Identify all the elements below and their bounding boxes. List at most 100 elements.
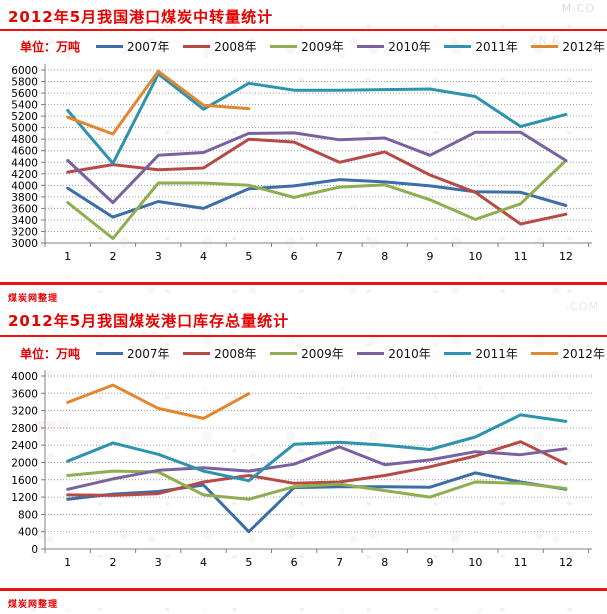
transfer-volume-line-chart: 3000320034003600380040004200440046004800…: [11, 64, 592, 263]
section-divider: [0, 282, 607, 285]
legend-item: 2007年: [96, 38, 170, 55]
svg-text:4800: 4800: [11, 134, 38, 146]
svg-text:4: 4: [200, 556, 207, 569]
source-note: 煤炭网整理: [8, 600, 59, 610]
svg-text:400: 400: [18, 527, 38, 539]
svg-text:3: 3: [155, 250, 162, 263]
inventory-chart-legend: 2007年 2008年 2009年 2010年 2011年 2012年: [96, 345, 605, 362]
svg-text:1600: 1600: [11, 475, 38, 487]
svg-text:3600: 3600: [11, 388, 38, 400]
source-note: 煤炭网整理: [8, 294, 59, 304]
legend-line-swatch: [270, 44, 298, 48]
legend-label: 2007年: [127, 346, 170, 361]
legend-line-swatch: [357, 44, 385, 48]
title-underline: [0, 335, 607, 337]
svg-text:11: 11: [514, 556, 528, 569]
svg-text:7: 7: [336, 250, 343, 263]
svg-text:11: 11: [514, 250, 528, 263]
svg-text:9: 9: [427, 556, 434, 569]
transfer-chart-legend-row: 单位：万吨 2007年 2008年 2009年 2010年 2011年 2012年: [20, 37, 605, 55]
svg-text:3800: 3800: [11, 192, 38, 204]
legend-line-swatch: [444, 44, 472, 48]
svg-text:4400: 4400: [11, 157, 38, 169]
svg-text:3: 3: [155, 556, 162, 569]
svg-text:7: 7: [336, 556, 343, 569]
legend-label: 2009年: [301, 346, 344, 361]
svg-text:4000: 4000: [11, 371, 38, 383]
watermark-text: .COM: [565, 300, 599, 313]
legend-item: 2012年: [531, 345, 605, 362]
svg-text:8: 8: [381, 556, 388, 569]
legend-label: 2011年: [475, 346, 518, 361]
svg-text:5: 5: [245, 250, 252, 263]
svg-text:2: 2: [109, 556, 116, 569]
legend-label: 2007年: [127, 39, 170, 54]
svg-text:12: 12: [559, 250, 573, 263]
svg-text:2: 2: [109, 250, 116, 263]
legend-label: 2008年: [214, 39, 257, 54]
legend-item: 2011年: [444, 38, 518, 55]
svg-text:800: 800: [18, 509, 38, 521]
svg-text:3000: 3000: [11, 238, 38, 250]
legend-line-swatch: [531, 351, 559, 355]
svg-text:5200: 5200: [11, 111, 38, 123]
legend-item: 2010年: [357, 345, 431, 362]
unit-label: 单位：万吨: [20, 346, 81, 361]
svg-text:5000: 5000: [11, 123, 38, 135]
legend-item: 2011年: [444, 345, 518, 362]
svg-text:12: 12: [559, 556, 573, 569]
inventory-line-chart: 0 400 800 1200 1600 2000 2400 2800 3200 3600 4000 1…: [11, 370, 592, 569]
transfer-chart-title: 2012年5月我国港口煤炭中转量统计: [8, 8, 274, 26]
legend-line-swatch: [183, 351, 211, 355]
svg-text:1: 1: [64, 556, 71, 569]
legend-label: 2009年: [301, 39, 344, 54]
svg-text:3600: 3600: [11, 203, 38, 215]
legend-item: 2010年: [357, 38, 431, 55]
svg-text:1: 1: [64, 250, 71, 263]
svg-text:9: 9: [427, 250, 434, 263]
legend-line-swatch: [444, 351, 472, 355]
svg-text:0: 0: [31, 544, 38, 556]
svg-text:10: 10: [468, 250, 482, 263]
legend-label: 2008年: [214, 346, 257, 361]
inventory-chart-legend-row: 单位：万吨 2007年 2008年 2009年 2010年 2011年 2012年: [20, 344, 605, 362]
svg-text:4000: 4000: [11, 180, 38, 192]
legend-line-swatch: [357, 351, 385, 355]
legend-label: 2010年: [388, 39, 431, 54]
legend-item: 2012年: [531, 38, 605, 55]
legend-label: 2012年: [562, 39, 605, 54]
legend-item: 2008年: [183, 38, 257, 55]
bottom-divider: [0, 588, 607, 591]
svg-text:2800: 2800: [11, 423, 38, 435]
legend-label: 2011年: [475, 39, 518, 54]
title-underline: [0, 29, 607, 31]
legend-item: 2008年: [183, 345, 257, 362]
legend-label: 2012年: [562, 346, 605, 361]
unit-label: 单位：万吨: [20, 39, 81, 54]
transfer-chart-legend: 2007年 2008年 2009年 2010年 2011年 2012年: [96, 38, 605, 55]
svg-text:4: 4: [200, 250, 207, 263]
svg-text:1200: 1200: [11, 492, 38, 504]
svg-text:5800: 5800: [11, 77, 38, 89]
svg-text:10: 10: [468, 556, 482, 569]
svg-text:6: 6: [291, 556, 298, 569]
svg-text:5400: 5400: [11, 100, 38, 112]
svg-text:5600: 5600: [11, 88, 38, 100]
legend-line-swatch: [96, 351, 124, 355]
svg-text:3400: 3400: [11, 215, 38, 227]
legend-line-swatch: [531, 44, 559, 48]
svg-text:2400: 2400: [11, 440, 38, 452]
svg-text:8: 8: [381, 250, 388, 263]
svg-text:2000: 2000: [11, 458, 38, 470]
legend-line-swatch: [96, 44, 124, 48]
svg-text:4600: 4600: [11, 146, 38, 158]
legend-label: 2010年: [388, 346, 431, 361]
watermark-text: M.CO: [561, 2, 595, 15]
svg-text:6000: 6000: [11, 65, 38, 77]
legend-line-swatch: [183, 44, 211, 48]
svg-text:6: 6: [291, 250, 298, 263]
legend-item: 2009年: [270, 38, 344, 55]
svg-text:4200: 4200: [11, 169, 38, 181]
svg-text:3200: 3200: [11, 406, 38, 418]
